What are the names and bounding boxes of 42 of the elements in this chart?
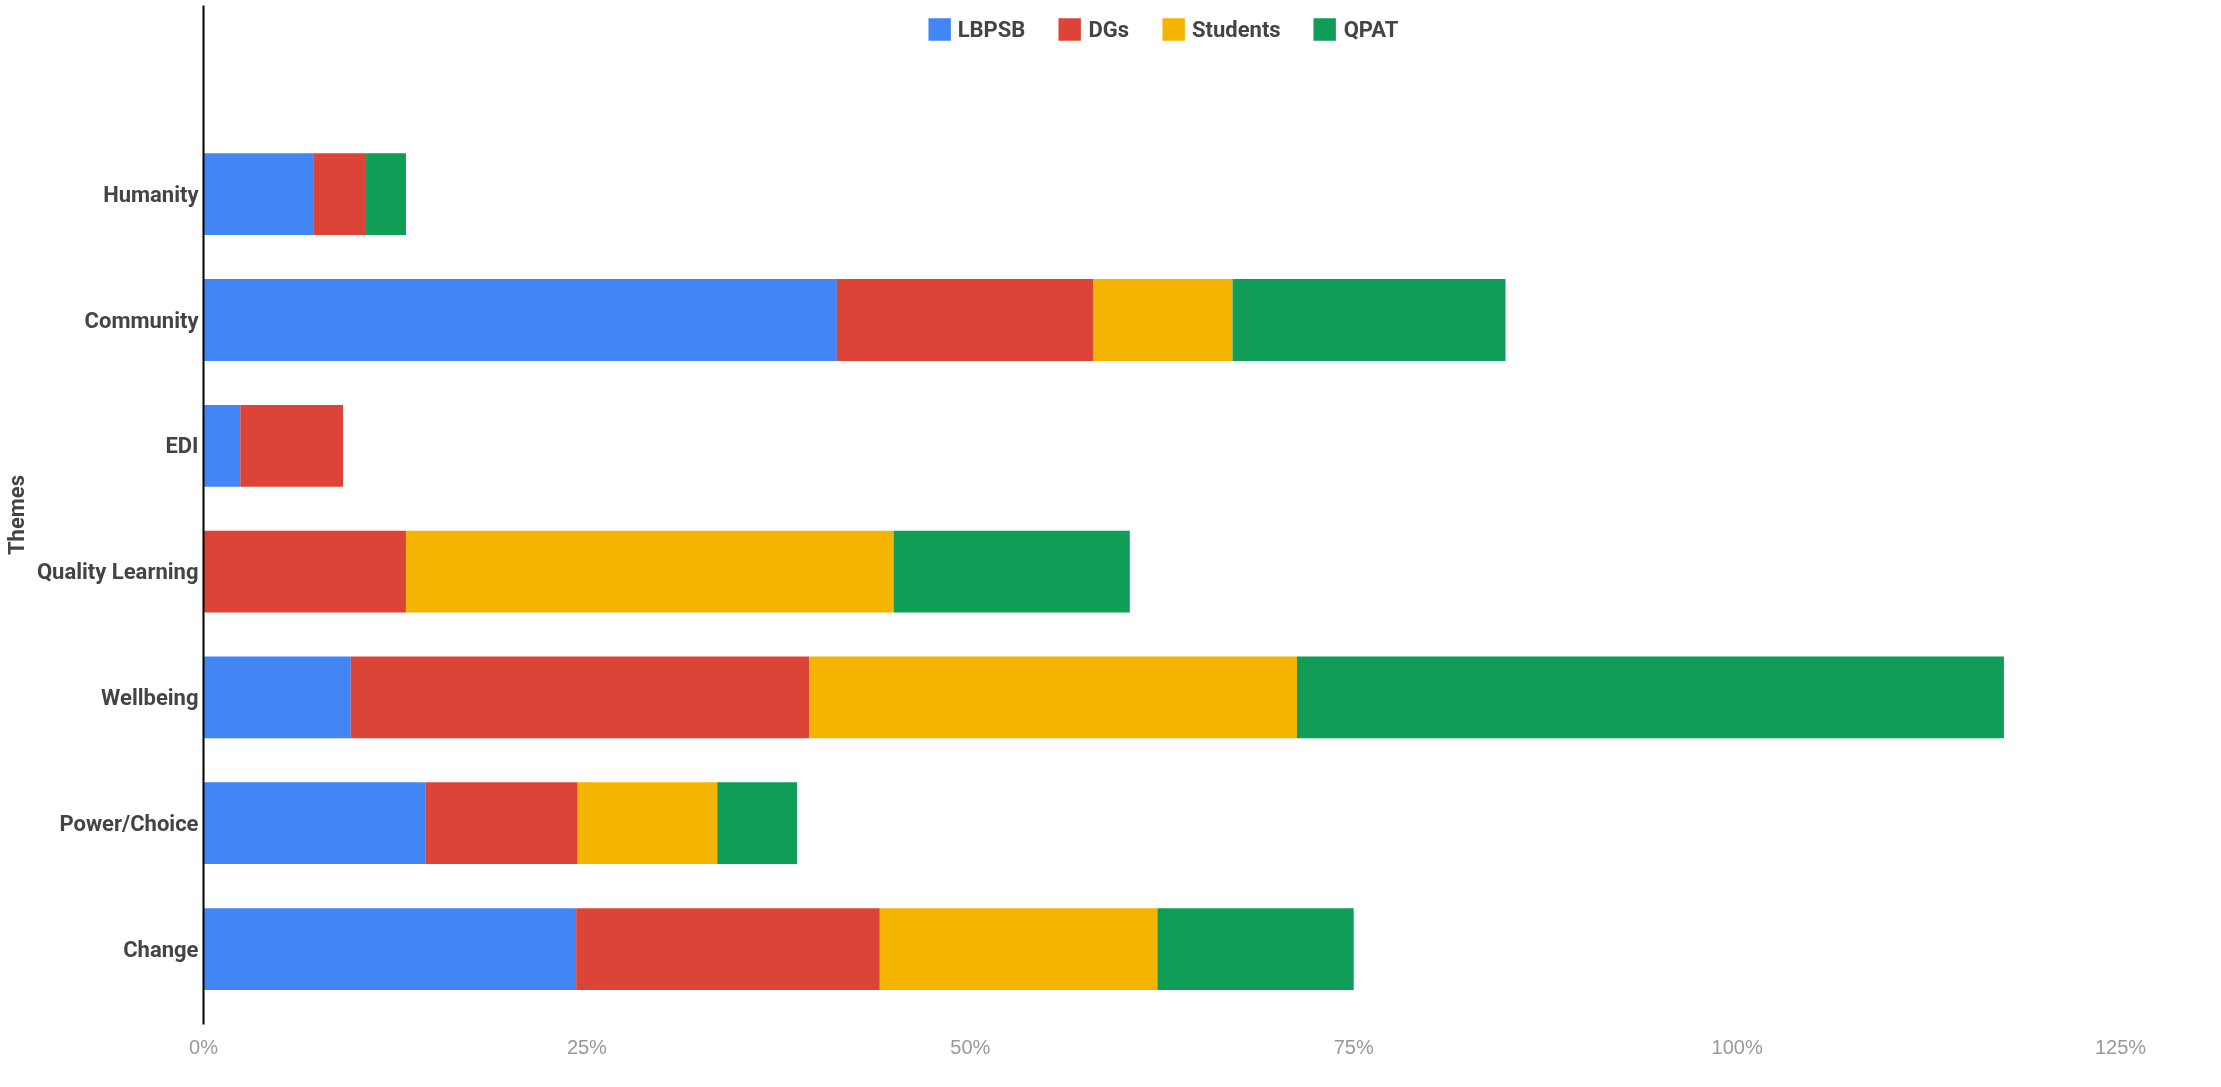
x-tick-label: 0%: [189, 1035, 219, 1058]
bar: [577, 782, 718, 865]
bar: [879, 908, 1158, 990]
bar: [203, 530, 406, 613]
bar: [203, 656, 351, 739]
y-axis-title: Themes: [3, 474, 29, 556]
y-tick-label: Humanity: [103, 181, 200, 207]
bar: [350, 656, 810, 739]
bar: [313, 153, 367, 236]
bar: [203, 404, 241, 487]
x-tick-label: 100%: [1711, 1035, 1763, 1058]
legend-label: Students: [1192, 16, 1281, 42]
bar: [1157, 908, 1354, 990]
x-tick-label: 25%: [566, 1035, 608, 1058]
y-tick-label: Wellbeing: [101, 684, 199, 710]
y-tick-label: EDI: [165, 433, 199, 459]
bar: [405, 530, 894, 613]
bar: [836, 279, 1093, 361]
bar: [717, 782, 797, 865]
bar: [893, 530, 1130, 613]
y-tick-label: Power/Choice: [59, 810, 199, 836]
y-tick-label: Quality Learning: [36, 559, 199, 585]
legend-label: LBPSB: [957, 16, 1026, 42]
bar: [576, 908, 880, 990]
bar: [203, 153, 314, 236]
bar: [203, 908, 577, 990]
bar: [425, 782, 578, 865]
bar: [203, 782, 426, 865]
x-tick-label: 75%: [1333, 1035, 1374, 1058]
y-tick-label: Change: [123, 936, 199, 962]
bar: [203, 279, 837, 361]
bar: [809, 656, 1297, 739]
y-tick-label: Community: [84, 307, 200, 333]
bar: [366, 153, 406, 236]
bar: [1092, 279, 1233, 361]
bar: [240, 404, 344, 487]
bar: [1232, 279, 1506, 361]
x-tick-label: 50%: [950, 1035, 991, 1058]
legend-label: DGs: [1088, 16, 1129, 42]
bar: [1296, 656, 2004, 739]
x-tick-label: 125%: [2094, 1035, 2147, 1058]
legend-label: QPAT: [1343, 16, 1399, 42]
